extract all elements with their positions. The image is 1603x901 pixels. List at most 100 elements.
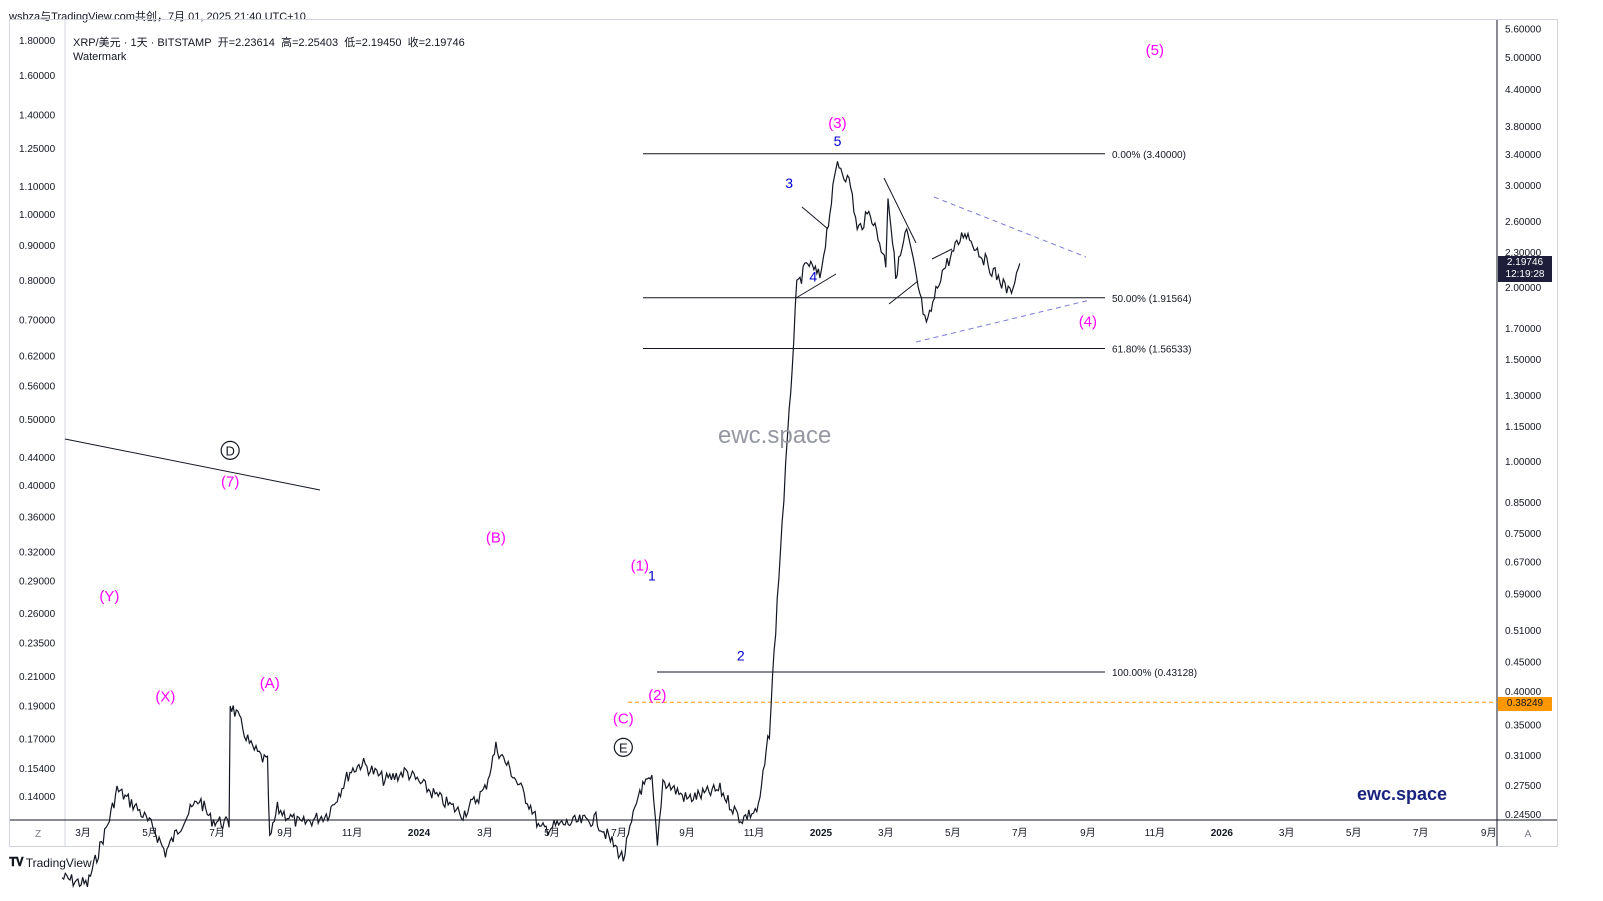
high-value: 高=2.25403 bbox=[280, 37, 339, 49]
right-tick-label: 0.24500 bbox=[1505, 810, 1542, 821]
time-tick-label: 9月 bbox=[277, 827, 293, 839]
time-axis: 3月 5月 7月 9月 11月 2024 3月 5月 7月 9月 11月 2025 3月 5月 7月 9月 11… bbox=[35, 827, 1532, 840]
right-tick-label: 0.45000 bbox=[1505, 657, 1542, 668]
close-value: 收=2.19746 bbox=[407, 37, 465, 49]
right-tick-label: 0.31000 bbox=[1505, 751, 1542, 762]
left-tick-label: 0.29000 bbox=[19, 576, 56, 587]
low-value: 低=2.19450 bbox=[344, 37, 402, 49]
wave-circle-mark bbox=[220, 440, 240, 460]
time-tick-label: 9月 bbox=[1481, 827, 1497, 839]
left-tick-label: 0.70000 bbox=[19, 316, 56, 327]
left-tick-label: 0.19000 bbox=[19, 702, 56, 713]
triangle-lower-line[interactable] bbox=[915, 299, 1091, 343]
wave-label: (C) bbox=[613, 710, 634, 727]
open-value: 开=2.23614 bbox=[217, 37, 275, 49]
left-tick-label: 0.15400 bbox=[19, 764, 56, 775]
time-tick-label: 11月 bbox=[1145, 827, 1165, 839]
right-tick-label: 3.80000 bbox=[1505, 122, 1542, 133]
time-tick-label: 2025 bbox=[810, 828, 833, 839]
right-tick-label: 0.27500 bbox=[1505, 781, 1542, 792]
wave-label: 1 bbox=[648, 567, 656, 583]
right-tick-label: 0.35000 bbox=[1505, 720, 1542, 731]
time-tick-label: 5月 bbox=[945, 827, 961, 839]
left-tick-label: 0.40000 bbox=[19, 481, 56, 492]
left-price-axis: 1.80000 1.60000 1.40000 1.25000 1.10000 1.000… bbox=[19, 36, 56, 803]
last-price-tag: 2.19746 12:19:28 bbox=[1498, 256, 1552, 282]
left-tick-label: 1.80000 bbox=[19, 36, 56, 47]
chart-header-title: wsbza与TradingView.com共创，7月 01, 2025 21:4… bbox=[9, 11, 306, 23]
right-tick-label: 3.40000 bbox=[1505, 150, 1542, 161]
time-tick-label: 5月 bbox=[142, 827, 158, 839]
price-series bbox=[61, 161, 1021, 889]
wave-label: (2) bbox=[648, 687, 666, 704]
time-tick-label: 5月 bbox=[544, 827, 560, 839]
pattern-line[interactable] bbox=[801, 206, 829, 230]
fib-level-label: 100.00% (0.43128) bbox=[1112, 668, 1197, 679]
symbol-label: XRP/美元 · 1天 · BITSTAMP bbox=[73, 37, 212, 49]
left-tick-label: 1.60000 bbox=[19, 71, 56, 82]
time-tick-label: 5月 bbox=[1346, 827, 1362, 839]
fib-level-label: 61.80% (1.56533) bbox=[1112, 344, 1192, 355]
time-tick-label: 7月 bbox=[611, 827, 627, 839]
corner-watermark: ewc.space bbox=[1357, 784, 1448, 804]
footer-brand[interactable]: 𝐓𝐕 TradingView bbox=[9, 855, 92, 870]
pattern-line[interactable] bbox=[931, 248, 953, 260]
left-tick-label: 0.36000 bbox=[19, 512, 56, 523]
left-tick-label: 0.50000 bbox=[19, 415, 56, 426]
wave-label: (X) bbox=[155, 688, 175, 705]
pattern-line[interactable] bbox=[888, 280, 919, 305]
time-tick-label: 3月 bbox=[1279, 827, 1295, 839]
right-tick-label: 3.00000 bbox=[1505, 181, 1542, 192]
countdown-value: 12:19:28 bbox=[1505, 269, 1545, 280]
wave-label: 2 bbox=[737, 648, 745, 664]
time-tick-label: 2026 bbox=[1211, 828, 1234, 839]
auto-scale-right-button[interactable]: A bbox=[1525, 829, 1532, 840]
wave-label: (A) bbox=[260, 675, 280, 692]
right-price-axis: 5.60000 5.00000 4.40000 3.80000 3.40000 3.000… bbox=[1505, 25, 1542, 821]
wave-label: (5) bbox=[1146, 42, 1164, 59]
time-tick-label: 9月 bbox=[679, 827, 695, 839]
trendline[interactable] bbox=[64, 438, 321, 491]
legend-row: XRP/美元 · 1天 · BITSTAMP 开=2.23614 高=2.254… bbox=[73, 34, 465, 50]
right-tick-label: 2.00000 bbox=[1505, 283, 1542, 294]
chart-frame bbox=[9, 19, 1558, 847]
wave-label: (4) bbox=[1079, 314, 1097, 331]
pattern-line[interactable] bbox=[883, 177, 917, 244]
triangle-upper-line[interactable] bbox=[933, 196, 1087, 258]
auto-scale-left-button[interactable]: Z bbox=[35, 829, 41, 840]
right-tick-label: 1.30000 bbox=[1505, 391, 1542, 402]
left-tick-label: 1.00000 bbox=[19, 210, 56, 221]
right-tick-label: 1.00000 bbox=[1505, 457, 1542, 468]
left-tick-label: 0.21000 bbox=[19, 672, 56, 683]
right-tick-label: 0.75000 bbox=[1505, 529, 1542, 540]
fib-labels: 0.00% (3.40000) 50.00% (1.91564) 61.80% (1… bbox=[1112, 150, 1197, 679]
time-tick-label: 9月 bbox=[1080, 827, 1096, 839]
price-line bbox=[61, 161, 1021, 889]
left-tick-label: 0.90000 bbox=[19, 241, 56, 252]
right-tick-label: 1.15000 bbox=[1505, 422, 1542, 433]
right-tick-label: 2.60000 bbox=[1505, 217, 1542, 228]
time-tick-label: 3月 bbox=[477, 827, 493, 839]
pattern-line[interactable] bbox=[795, 273, 837, 299]
left-tick-label: 0.17000 bbox=[19, 735, 56, 746]
wave-label: (7) bbox=[221, 474, 239, 491]
right-tick-label: 2.30000 bbox=[1505, 248, 1542, 259]
wave-label: (1) bbox=[631, 557, 649, 574]
right-tick-label: 1.50000 bbox=[1505, 355, 1542, 366]
right-tick-label: 0.40000 bbox=[1505, 687, 1542, 698]
wave-circle-mark bbox=[613, 737, 633, 757]
wave-label: D bbox=[225, 443, 234, 458]
time-tick-label: 2024 bbox=[408, 828, 431, 839]
watermark-indicator-label[interactable]: Watermark bbox=[73, 51, 127, 63]
left-tick-label: 1.40000 bbox=[19, 110, 56, 121]
time-tick-label: 7月 bbox=[1413, 827, 1429, 839]
right-tick-label: 0.59000 bbox=[1505, 589, 1542, 600]
right-tick-label: 1.70000 bbox=[1505, 324, 1542, 335]
fib-level-label: 50.00% (1.91564) bbox=[1112, 294, 1192, 305]
right-tick-label: 4.40000 bbox=[1505, 85, 1542, 96]
wave-label: 5 bbox=[834, 133, 842, 149]
tradingview-logo-icon: 𝐓𝐕 bbox=[9, 855, 24, 869]
left-tick-label: 1.25000 bbox=[19, 144, 56, 155]
right-tick-label: 0.51000 bbox=[1505, 626, 1542, 637]
